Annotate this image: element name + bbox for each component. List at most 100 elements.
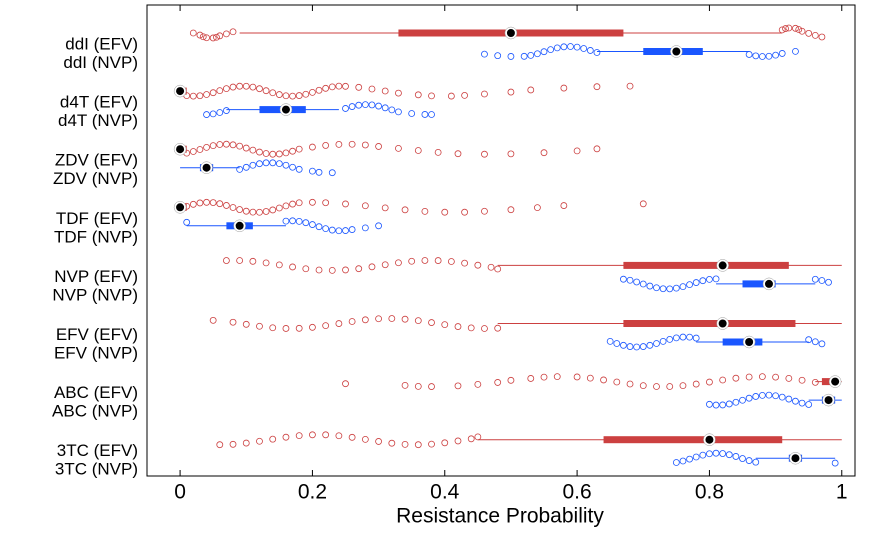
- outlier: [375, 102, 382, 110]
- outlier: [785, 374, 793, 382]
- outlier: [719, 401, 727, 409]
- outlier: [282, 92, 290, 100]
- outlier: [481, 50, 488, 58]
- outlier: [401, 315, 409, 323]
- outlier: [772, 51, 779, 59]
- outlier: [461, 259, 469, 267]
- outlier: [811, 275, 819, 283]
- outlier: [282, 202, 290, 210]
- outlier: [388, 106, 396, 114]
- outlier: [805, 336, 813, 344]
- outlier: [447, 258, 455, 265]
- category-label: EFV (EFV): [56, 325, 138, 344]
- outlier: [368, 101, 376, 109]
- outlier: [811, 31, 819, 39]
- outlier: [223, 85, 230, 93]
- outlier: [309, 323, 316, 331]
- outlier: [567, 43, 574, 50]
- outlier: [639, 200, 647, 208]
- outlier: [295, 324, 303, 332]
- outlier: [256, 437, 263, 445]
- outlier: [342, 227, 349, 234]
- outlier: [242, 207, 250, 215]
- outlier: [434, 257, 442, 264]
- outlier: [295, 217, 303, 225]
- outlier: [507, 53, 515, 60]
- outlier: [282, 217, 290, 225]
- outlier: [825, 278, 832, 286]
- outlier: [322, 322, 330, 330]
- outlier: [560, 43, 568, 51]
- outlier: [189, 200, 197, 208]
- outlier: [295, 432, 303, 440]
- outlier: [315, 223, 323, 231]
- outlier: [414, 147, 422, 154]
- outlier: [686, 455, 693, 463]
- outlier: [275, 261, 283, 269]
- outlier: [646, 341, 654, 349]
- outlier: [659, 285, 667, 293]
- outlier: [758, 391, 766, 399]
- outlier: [229, 318, 237, 326]
- outlier: [613, 340, 621, 347]
- outlier: [686, 281, 693, 289]
- outlier: [778, 50, 786, 57]
- outlier: [805, 29, 813, 37]
- outlier: [275, 150, 283, 158]
- outlier: [487, 263, 495, 271]
- outlier: [679, 333, 687, 341]
- outlier: [474, 380, 482, 388]
- outlier: [792, 47, 799, 55]
- x-axis-label: Resistance Probability: [396, 505, 604, 528]
- outlier: [395, 144, 402, 152]
- median: [176, 203, 185, 212]
- outlier: [752, 458, 760, 466]
- category-label: 3TC (EFV): [57, 441, 138, 460]
- outlier: [328, 169, 336, 177]
- outlier: [249, 257, 257, 265]
- outlier: [381, 104, 389, 112]
- outlier: [712, 275, 720, 283]
- median: [791, 454, 800, 463]
- outlier: [540, 373, 548, 381]
- outlier: [196, 31, 204, 39]
- outlier: [679, 283, 687, 291]
- outlier: [322, 142, 330, 149]
- outlier: [223, 30, 230, 38]
- plot-frame: [146, 4, 856, 477]
- outlier: [282, 433, 290, 441]
- outlier: [236, 206, 244, 213]
- outlier: [355, 83, 363, 91]
- box: [821, 378, 836, 386]
- outlier: [653, 383, 660, 390]
- outlier: [242, 320, 250, 328]
- outlier: [328, 266, 336, 274]
- outlier: [620, 275, 627, 283]
- outlier: [199, 33, 207, 41]
- outlier: [573, 373, 581, 381]
- outlier: [818, 277, 826, 284]
- outlier: [428, 92, 435, 100]
- outlier: [223, 107, 230, 114]
- x-tick-label: 0: [174, 481, 186, 504]
- outlier: [818, 33, 826, 41]
- outlier: [249, 161, 257, 169]
- category-label: d4T (NVP): [58, 111, 138, 130]
- category-label: d4T (EFV): [60, 93, 138, 112]
- outlier: [189, 92, 197, 100]
- outlier: [600, 376, 607, 384]
- outlier: [507, 150, 515, 158]
- outlier: [269, 89, 277, 97]
- outlier: [474, 261, 482, 269]
- outlier: [375, 143, 382, 150]
- outlier: [269, 159, 277, 167]
- outlier: [414, 317, 422, 325]
- outlier: [666, 383, 674, 390]
- outlier: [342, 266, 349, 274]
- outlier: [666, 285, 674, 293]
- outlier: [533, 50, 541, 58]
- outlier: [289, 92, 296, 100]
- box: [742, 280, 776, 288]
- outlier: [242, 163, 250, 171]
- outlier: [335, 82, 343, 90]
